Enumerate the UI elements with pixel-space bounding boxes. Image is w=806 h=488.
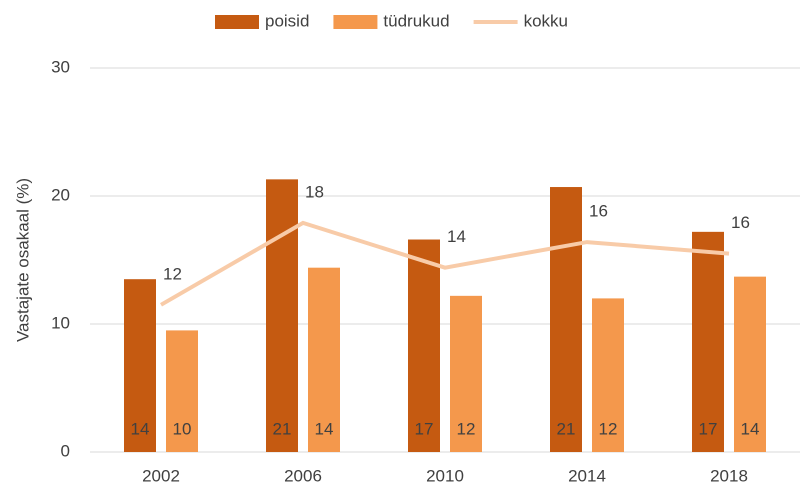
line-value-label: 18 <box>305 182 324 201</box>
bar <box>550 187 582 453</box>
y-tick-label: 20 <box>51 185 70 204</box>
line-value-label: 14 <box>447 227 466 246</box>
bar <box>450 295 482 452</box>
bar <box>166 330 198 452</box>
y-tick-label: 30 <box>51 57 70 76</box>
bar <box>408 239 440 452</box>
legend-swatch <box>215 15 259 29</box>
bar <box>592 298 624 452</box>
bar <box>308 267 340 452</box>
bar-value-label: 21 <box>557 419 576 438</box>
bar-value-label: 12 <box>599 419 618 438</box>
bar <box>266 179 298 453</box>
bar <box>692 231 724 452</box>
legend-label: tüdrukud <box>383 11 449 30</box>
y-axis-label: Vastajate osakaal (%) <box>13 178 32 342</box>
bar-value-label: 21 <box>273 419 292 438</box>
bar-value-label: 14 <box>131 419 150 438</box>
bar <box>124 279 156 452</box>
bar-value-label: 12 <box>457 419 476 438</box>
line-value-label: 12 <box>163 264 182 283</box>
y-tick-label: 10 <box>51 313 70 332</box>
x-tick-label: 2018 <box>710 466 748 485</box>
legend-label: poisid <box>265 11 309 30</box>
x-tick-label: 2006 <box>284 466 322 485</box>
bar-value-label: 14 <box>741 419 760 438</box>
bar-value-label: 10 <box>173 419 192 438</box>
bar-value-label: 17 <box>415 419 434 438</box>
x-tick-label: 2002 <box>142 466 180 485</box>
line-value-label: 16 <box>589 202 608 221</box>
legend-label: kokku <box>524 11 568 30</box>
bar <box>734 276 766 452</box>
y-tick-label: 0 <box>61 441 70 460</box>
x-tick-label: 2014 <box>568 466 606 485</box>
legend-swatch <box>333 15 378 29</box>
bar-value-label: 14 <box>315 419 334 438</box>
line-value-label: 16 <box>731 213 750 232</box>
x-tick-label: 2010 <box>426 466 464 485</box>
bar-value-label: 17 <box>699 419 718 438</box>
line <box>160 220 730 307</box>
